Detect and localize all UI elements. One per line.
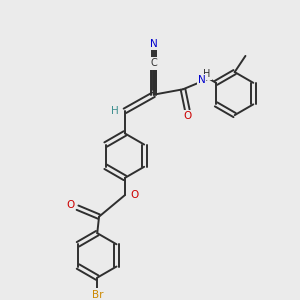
Text: O: O <box>66 200 74 210</box>
Text: H: H <box>203 69 211 79</box>
Text: C: C <box>150 59 157 69</box>
Text: N: N <box>150 39 158 49</box>
Text: C: C <box>150 58 157 68</box>
Text: O: O <box>131 190 139 200</box>
Text: O: O <box>183 111 191 121</box>
Text: N: N <box>198 75 206 85</box>
Text: H: H <box>111 106 119 116</box>
Text: Br: Br <box>92 290 103 300</box>
